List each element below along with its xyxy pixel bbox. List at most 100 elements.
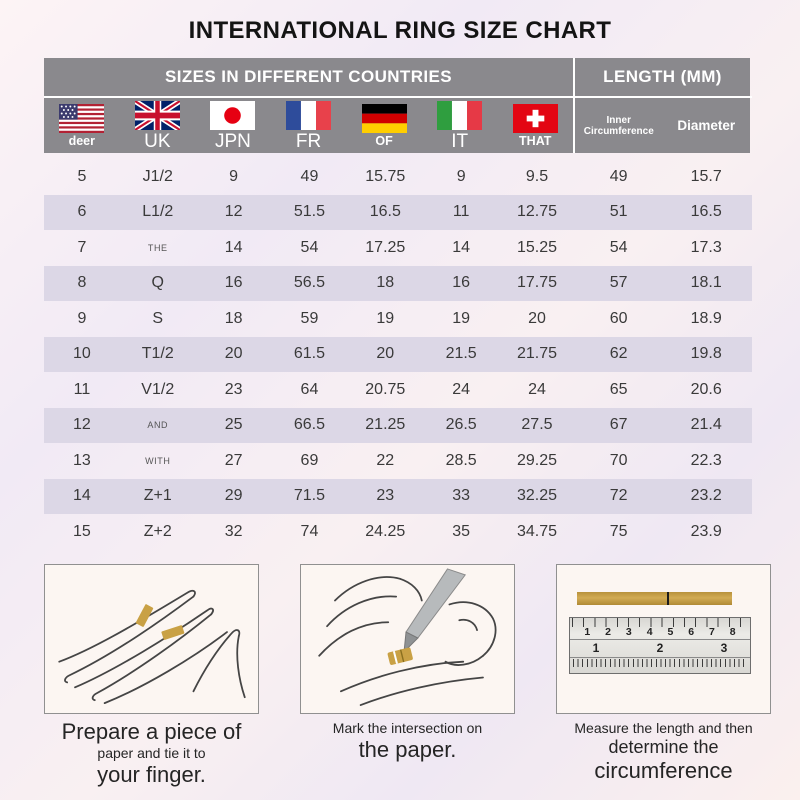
table-cell: Z+1 bbox=[143, 487, 172, 505]
caption-line: Prepare a piece of bbox=[61, 718, 242, 744]
table-cell: 16.5 bbox=[369, 203, 401, 221]
table-cell: 17.3 bbox=[690, 238, 722, 256]
table-cell: 67 bbox=[609, 416, 628, 434]
table-cell: 59 bbox=[300, 309, 319, 327]
table-cell: 61.5 bbox=[293, 345, 326, 363]
italy-flag-icon bbox=[437, 100, 483, 130]
table-cell: 12 bbox=[73, 416, 91, 434]
length-columns: Inner Circumference Diameter bbox=[575, 98, 750, 153]
ruler-measuring-illustration: 1 2 3 4 5 6 7 8 1 2 3 bbox=[556, 563, 771, 714]
country-label-japan: JPN bbox=[214, 130, 251, 152]
table-cell: 56.5 bbox=[293, 274, 326, 292]
table-row: 8 Q 16 56.5 18 16 17.75 57 18.1 bbox=[44, 265, 752, 301]
table-cell: 33 bbox=[452, 487, 471, 505]
table-cell: 49 bbox=[300, 167, 319, 185]
table-cell: 9.5 bbox=[525, 167, 549, 185]
table-cell: 34.75 bbox=[516, 522, 557, 540]
table-cell: 15.7 bbox=[690, 167, 722, 185]
table-cell: 21.25 bbox=[365, 416, 406, 434]
table-cell: THE bbox=[147, 242, 168, 253]
table-cell: WITH bbox=[145, 455, 171, 466]
switzerland-flag-icon bbox=[512, 103, 558, 133]
table-cell: 18 bbox=[224, 309, 243, 327]
table-cell: 15.75 bbox=[365, 167, 406, 185]
step-2-caption: Mark the intersection on the paper. bbox=[300, 719, 515, 762]
table-cell: 12 bbox=[224, 203, 243, 221]
table-cell: 29.25 bbox=[516, 451, 557, 469]
table-cell: 70 bbox=[609, 451, 628, 469]
table-cell: 29 bbox=[224, 487, 243, 505]
table-cell: 11 bbox=[452, 203, 470, 221]
ruler-fine-ticks bbox=[573, 659, 747, 668]
ring-size-table: SIZES IN DIFFERENT COUNTRIES LENGTH (MM) bbox=[44, 58, 752, 550]
table-group-header: SIZES IN DIFFERENT COUNTRIES LENGTH (MM) bbox=[44, 58, 752, 98]
caption-line: determine the bbox=[608, 736, 719, 757]
table-cell: 20 bbox=[528, 309, 546, 327]
country-label-us: deer bbox=[68, 133, 95, 148]
table-row: 7 THE 14 54 17.25 14 15.25 54 17.3 bbox=[44, 230, 752, 266]
country-label-italy: IT bbox=[451, 130, 469, 152]
table-cell: 20 bbox=[224, 345, 243, 363]
column-header-diameter: Diameter bbox=[677, 118, 736, 133]
table-cell: 19.8 bbox=[690, 345, 722, 363]
caption-line: paper and tie it to bbox=[97, 744, 206, 761]
table-row: 6 L1/2 12 51.5 16.5 11 12.75 51 16.5 bbox=[44, 194, 752, 230]
usa-flag-icon bbox=[59, 103, 105, 133]
table-row: 15 Z+2 32 74 24.25 35 34.75 75 23.9 bbox=[44, 514, 752, 550]
table-cell: 9 bbox=[77, 309, 87, 327]
table-cell: 23 bbox=[224, 380, 243, 398]
table-cell: 51.5 bbox=[293, 203, 326, 221]
ruler: 1 2 3 4 5 6 7 8 1 2 3 bbox=[569, 616, 751, 674]
table-cell: 24 bbox=[528, 380, 546, 398]
table-cell: 28.5 bbox=[445, 451, 477, 469]
table-cell: 20.75 bbox=[365, 380, 406, 398]
table-cell: 14 bbox=[452, 238, 471, 256]
table-cell: J1/2 bbox=[142, 167, 173, 185]
hand-illustration-drawing bbox=[58, 589, 246, 704]
table-cell: 13 bbox=[73, 451, 91, 469]
table-cell: 24.25 bbox=[365, 522, 406, 540]
table-cell: 10 bbox=[73, 345, 91, 363]
table-cell: 27 bbox=[224, 451, 243, 469]
step-3: 1 2 3 4 5 6 7 8 1 2 3 Measure the length… bbox=[556, 563, 771, 788]
marking-paper-illustration bbox=[300, 563, 515, 714]
column-header-france: FR bbox=[271, 98, 347, 153]
step-1: Prepare a piece of paper and tie it to y… bbox=[44, 563, 259, 788]
table-row: 9 S 18 59 19 19 20 60 18.9 bbox=[44, 301, 752, 337]
table-cell: 27.5 bbox=[521, 416, 553, 434]
table-cell: 22 bbox=[376, 451, 395, 469]
table-cell: 17.25 bbox=[365, 238, 406, 256]
table-cell: T1/2 bbox=[141, 345, 174, 363]
table-cell: 17.75 bbox=[516, 274, 557, 292]
table-row: 5 J1/2 9 49 15.75 9 9.5 49 15.7 bbox=[44, 159, 752, 195]
table-cell: 20 bbox=[376, 345, 395, 363]
germany-flag-icon bbox=[361, 103, 407, 133]
table-row: 11 V1/2 23 64 20.75 24 24 65 20.6 bbox=[44, 372, 752, 408]
table-cell: 24 bbox=[452, 380, 471, 398]
table-cell: 25 bbox=[224, 416, 243, 434]
table-cell: 62 bbox=[609, 345, 628, 363]
table-cell: 71.5 bbox=[293, 487, 326, 505]
step-2: Mark the intersection on the paper. bbox=[300, 563, 515, 788]
table-cell: 51 bbox=[609, 203, 628, 221]
table-cell: 18.9 bbox=[690, 309, 722, 327]
table-cell: 65 bbox=[609, 380, 628, 398]
table-cell: Z+2 bbox=[143, 522, 172, 540]
hand-with-paper-strip-illustration bbox=[44, 563, 259, 714]
country-label-germany: OF bbox=[375, 133, 393, 148]
page-title: INTERNATIONAL RING SIZE CHART bbox=[188, 17, 612, 44]
table-cell: 60 bbox=[609, 309, 628, 327]
table-row: 12 AND 25 66.5 21.25 26.5 27.5 67 21.4 bbox=[44, 407, 752, 443]
table-cell: S bbox=[152, 309, 164, 327]
table-cell: 21.5 bbox=[445, 345, 477, 363]
ruler-ticks bbox=[572, 617, 748, 627]
caption-line: the paper. bbox=[358, 736, 457, 762]
header-length-mm: LENGTH (MM) bbox=[575, 58, 750, 96]
table-cell: 75 bbox=[609, 522, 628, 540]
table-cell: 12.75 bbox=[516, 203, 557, 221]
column-header-us: deer bbox=[44, 98, 120, 153]
table-cell: 6 bbox=[77, 203, 87, 221]
country-columns: deer UK JPN bbox=[44, 98, 575, 153]
table-cell: 26.5 bbox=[445, 416, 477, 434]
caption-line: Mark the intersection on bbox=[332, 719, 483, 736]
